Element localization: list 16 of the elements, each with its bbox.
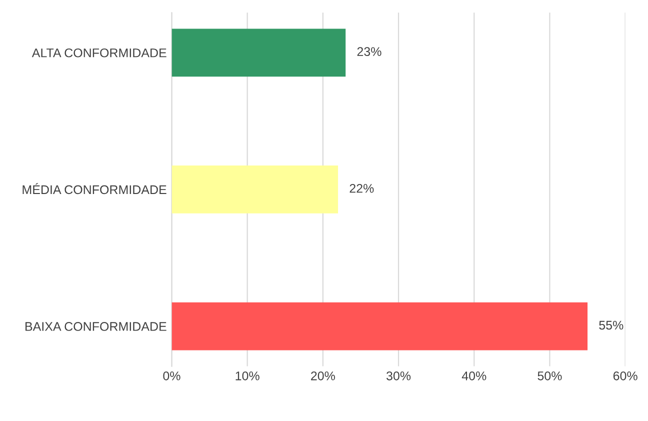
x-tick-label: 40% xyxy=(462,371,486,380)
y-tick-label: ALTA CONFORMIDADE xyxy=(32,48,166,58)
y-tick-label: MÉDIA CONFORMIDADE xyxy=(22,183,166,194)
bar xyxy=(172,28,346,77)
x-tick-label: 10% xyxy=(236,371,260,380)
data-label: 23% xyxy=(357,47,382,56)
x-tick-label: 30% xyxy=(386,371,411,380)
y-tick-label: BAIXA CONFORMIDADE xyxy=(26,322,166,331)
data-label: 55% xyxy=(599,320,624,330)
x-tick-label: 50% xyxy=(538,371,562,380)
bar xyxy=(172,166,338,214)
bar xyxy=(172,302,588,350)
data-label: 22% xyxy=(350,184,374,193)
x-tick-label: 60% xyxy=(613,371,638,380)
x-tick-label: 20% xyxy=(311,371,335,380)
x-tick-label: 0% xyxy=(163,371,180,380)
